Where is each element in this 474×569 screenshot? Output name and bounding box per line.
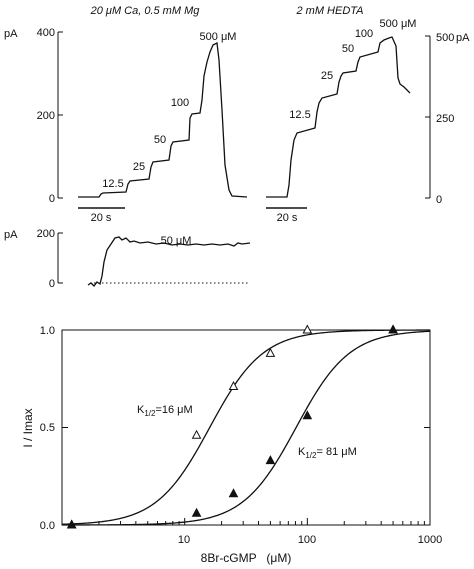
y-tick-label: 1.0 [40,325,55,337]
top-right-ytick-label: 0 [436,194,442,206]
top-right-conc-label: 50 [342,43,354,55]
top-right-ytick-label: 250 [436,113,454,125]
y-axis-label: I / Imax [21,408,35,447]
middle-conc-label: 50 μM [161,235,192,247]
plot-frame [61,329,431,526]
middle-panel: pA 200 0 50 μM [4,228,251,290]
top-right-conc-label: 12.5 [289,109,310,121]
filled-triangle-point [265,455,276,465]
top-left-panel: 20 μM Ca, 0.5 mM Mg pA 400 200 0 12.5 25… [4,5,248,224]
top-left-title: 20 μM Ca, 0.5 mM Mg [90,5,201,17]
top-left-conc-label: 500 μM [200,31,237,43]
filled-triangle-point [228,488,239,498]
fit-curves [61,329,431,526]
top-right-conc-label: 25 [321,70,333,82]
top-left-current-trace [78,42,248,198]
data-points [66,324,398,529]
x-axis-ticks [98,518,431,525]
k-subscript: 1/2 [144,409,156,418]
x-tick-label: 10 [178,534,190,546]
top-left-ytick-label: 400 [37,27,55,39]
top-right-ytick-label: 500 [436,32,454,44]
top-left-conc-label: 50 [154,134,166,146]
k-subscript: 1/2 [305,451,317,460]
top-right-panel: 2 mM HEDTA 500 pA 250 0 12.5 25 50 100 5… [266,5,470,224]
fit-curve-1 [62,330,431,526]
filled-triangle-point [191,507,202,517]
x-tick-label: 1000 [418,534,442,546]
middle-unit: pA [4,229,18,241]
filled-triangle-point [302,410,313,420]
open-triangle-point [302,324,313,334]
open-triangle-point [265,347,276,357]
dose-response-chart: 10 100 1000 1.0 0.5 0.0 I / Imax 8Br-cGM… [21,324,442,565]
top-left-conc-label: 12.5 [102,178,123,190]
open-triangle-point [228,380,239,391]
middle-ytick-label: 200 [37,228,55,240]
k-prefix: K [298,446,306,458]
x-axis-label: 8Br-cGMP (μM) [201,551,292,565]
top-left-unit: pA [4,28,18,40]
top-left-conc-label: 25 [133,161,145,173]
top-right-scale-label: 20 s [277,212,298,224]
top-right-conc-label: 500 μM [380,18,417,30]
k-suffix: = 81 μM [316,446,356,458]
k-suffix: =16 μM [155,404,192,416]
k-half-annotation-open: K1/2=16 μM [137,404,193,418]
k-half-annotation-filled: K1/2= 81 μM [298,446,357,460]
middle-current-trace [87,236,251,287]
x-tick-label: 100 [298,534,316,546]
top-left-conc-label: 100 [171,97,189,109]
top-right-title: 2 mM HEDTA [295,5,363,17]
fit-curve-0 [61,329,430,525]
y-tick-label: 0.5 [40,422,55,434]
y-tick-label: 0.0 [40,520,55,532]
k-prefix: K [137,404,145,416]
middle-ytick-label: 0 [49,278,55,290]
top-right-unit: pA [456,32,470,44]
top-left-ytick-label: 200 [37,110,55,122]
top-right-current-trace [266,36,411,198]
open-triangle-point [191,429,202,439]
top-left-ytick-label: 0 [49,193,55,205]
filled-triangle-point [388,324,398,334]
filled-triangle-point [66,519,77,529]
top-right-conc-label: 100 [355,28,373,40]
top-left-scale-label: 20 s [91,212,112,224]
